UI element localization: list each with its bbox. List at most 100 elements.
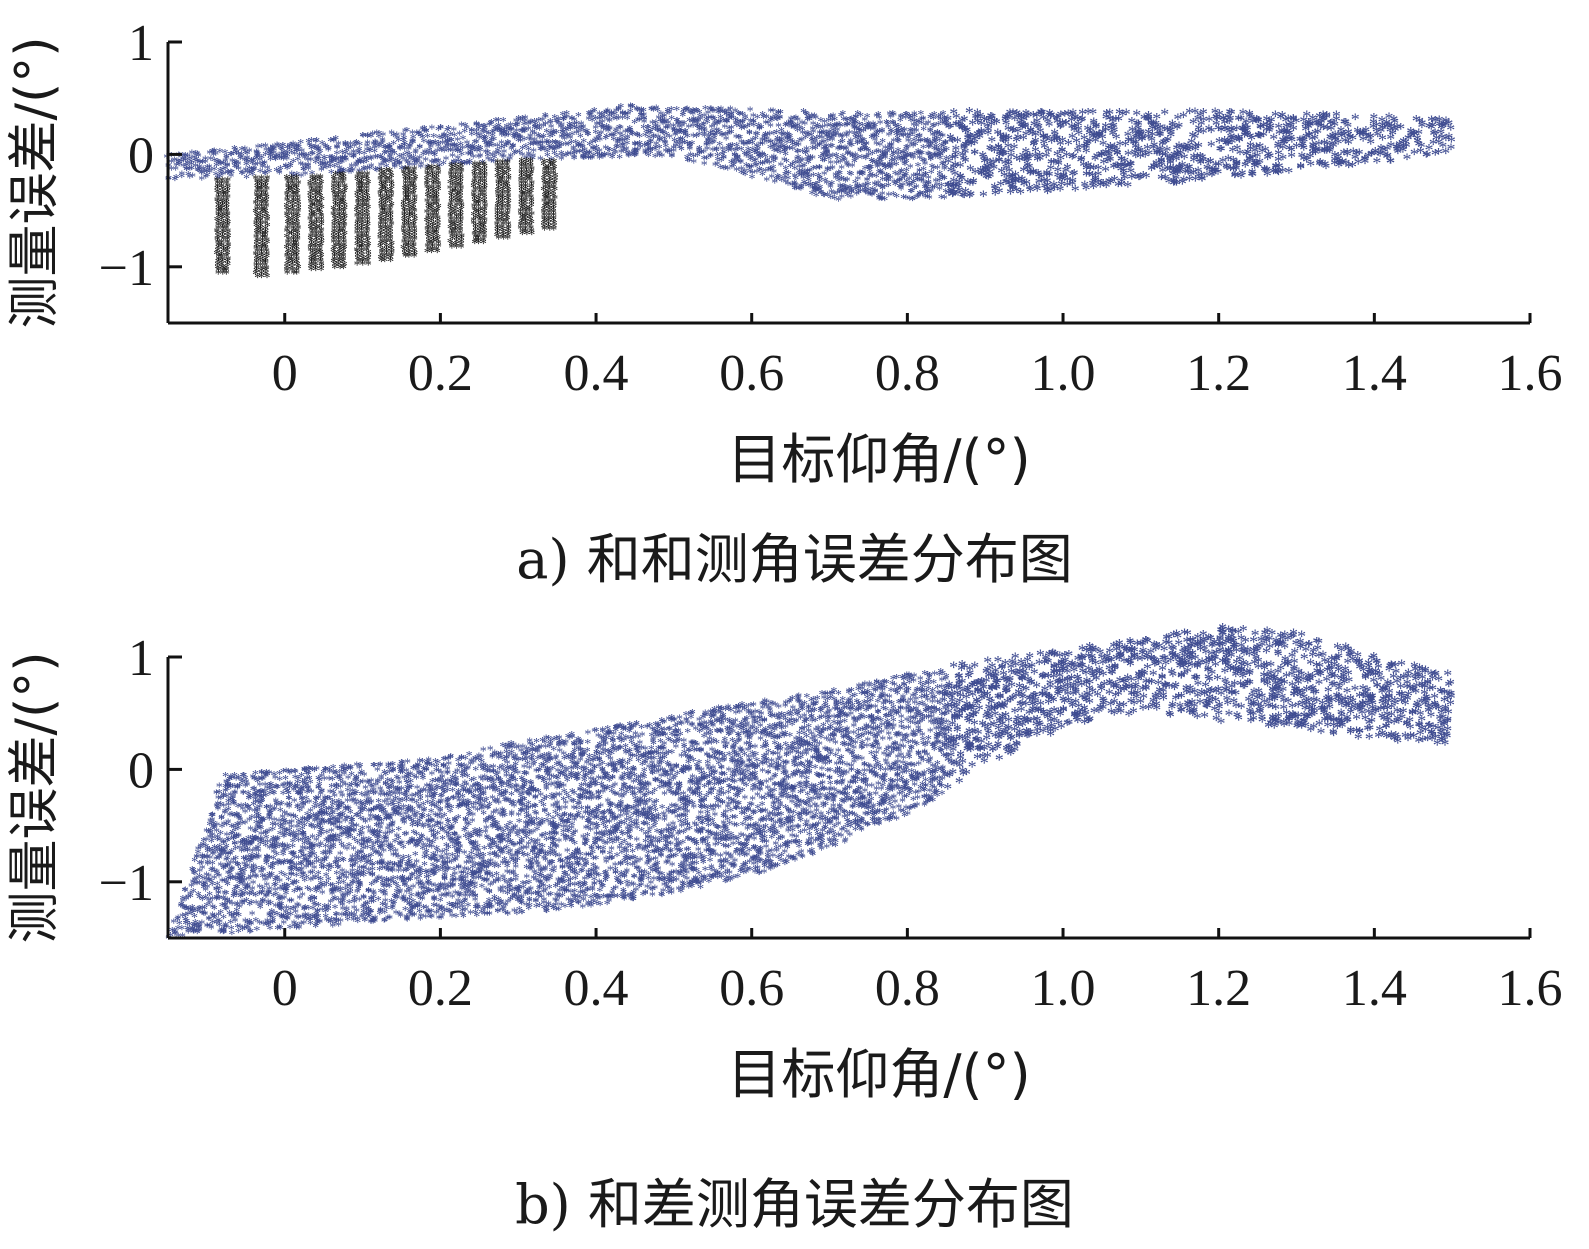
data-point: * (542, 110, 549, 125)
data-point: * (480, 121, 487, 136)
data-point: * (360, 157, 367, 172)
data-point: * (317, 160, 324, 175)
data-point: * (437, 123, 444, 138)
data-point: * (539, 115, 546, 130)
data-point: * (337, 166, 344, 181)
data-point: * (372, 152, 379, 167)
data-point: * (197, 157, 204, 172)
data-point: * (470, 151, 477, 166)
data-point: * (267, 151, 274, 166)
data-point: * (353, 158, 360, 173)
data-point: * (180, 160, 187, 175)
data-point: * (228, 170, 235, 185)
data-point: * (222, 147, 229, 162)
data-point: * (269, 144, 276, 159)
data-point: * (509, 141, 516, 156)
data-point: * (495, 120, 502, 135)
data-point: * (490, 140, 497, 155)
data-point: * (473, 118, 480, 133)
data-point: * (217, 165, 224, 180)
data-point: * (288, 168, 295, 183)
data-point: * (400, 130, 407, 145)
x-tick-label: 0.8 (875, 345, 940, 402)
data-point: * (412, 147, 419, 162)
data-point: * (259, 162, 266, 177)
data-point: * (437, 144, 444, 159)
data-point: * (367, 153, 374, 168)
data-point: * (512, 146, 519, 161)
data-point: * (333, 142, 340, 157)
data-point: * (314, 144, 321, 159)
data-point: * (179, 153, 186, 168)
data-point: * (481, 121, 488, 136)
data-point: * (424, 131, 431, 146)
data-point: * (194, 149, 201, 164)
data-point: * (256, 155, 263, 170)
data-point: * (393, 130, 400, 145)
data-point: * (521, 126, 528, 141)
data-point: * (400, 135, 407, 150)
data-point: * (547, 128, 554, 143)
data-point: * (198, 173, 205, 188)
data-point: * (437, 122, 444, 137)
data-point: * (302, 151, 309, 166)
data-point: * (297, 158, 304, 173)
data-point: * (371, 146, 378, 161)
data-point: * (498, 137, 505, 152)
data-point: * (548, 121, 555, 136)
data-point: * (500, 128, 507, 143)
data-point: * (267, 154, 274, 169)
data-point: * (319, 158, 326, 173)
data-point: * (459, 158, 466, 173)
data-point: * (451, 157, 458, 172)
data-point: * (206, 162, 213, 177)
data-point: * (416, 142, 423, 157)
data-point: * (336, 162, 343, 177)
data-point: * (435, 138, 442, 153)
data-point: * (488, 117, 495, 132)
data-point: * (521, 115, 528, 130)
data-point: * (551, 148, 558, 163)
x-tick-label: 1.6 (1498, 345, 1563, 402)
data-point: * (364, 145, 371, 160)
data-point: * (457, 139, 464, 154)
data-point: * (315, 154, 322, 169)
data-point: * (535, 130, 542, 145)
data-point: * (473, 120, 480, 135)
data-point: * (442, 143, 449, 158)
data-point: * (305, 161, 312, 176)
data-point: * (479, 125, 486, 140)
data-point: * (312, 136, 319, 151)
data-point: * (525, 123, 532, 138)
data-point: * (252, 159, 259, 174)
data-point: * (244, 157, 251, 172)
data-point: * (463, 123, 470, 138)
data-point: * (233, 147, 240, 162)
data-point: * (474, 146, 481, 161)
data-point: * (347, 139, 354, 154)
data-point: * (259, 158, 266, 173)
data-point: * (556, 142, 563, 157)
data-point: * (533, 123, 540, 138)
data-point: * (235, 164, 242, 179)
data-point: * (300, 149, 307, 164)
data-point: * (482, 133, 489, 148)
data-point: * (467, 146, 474, 161)
data-point: * (549, 143, 556, 158)
data-point: * (543, 126, 550, 141)
data-point: * (443, 137, 450, 152)
data-point: * (222, 163, 229, 178)
data-point: * (296, 150, 303, 165)
data-point: * (214, 173, 221, 188)
data-point: * (450, 145, 457, 160)
data-point: * (430, 138, 437, 153)
data-point: * (425, 148, 432, 163)
data-point: * (223, 151, 230, 166)
data-point: * (519, 143, 526, 158)
data-point: * (554, 142, 561, 157)
data-point: * (423, 126, 430, 141)
data-point: * (491, 152, 498, 167)
data-point: * (346, 149, 353, 164)
data-point: * (238, 149, 245, 164)
data-point: * (357, 157, 364, 172)
